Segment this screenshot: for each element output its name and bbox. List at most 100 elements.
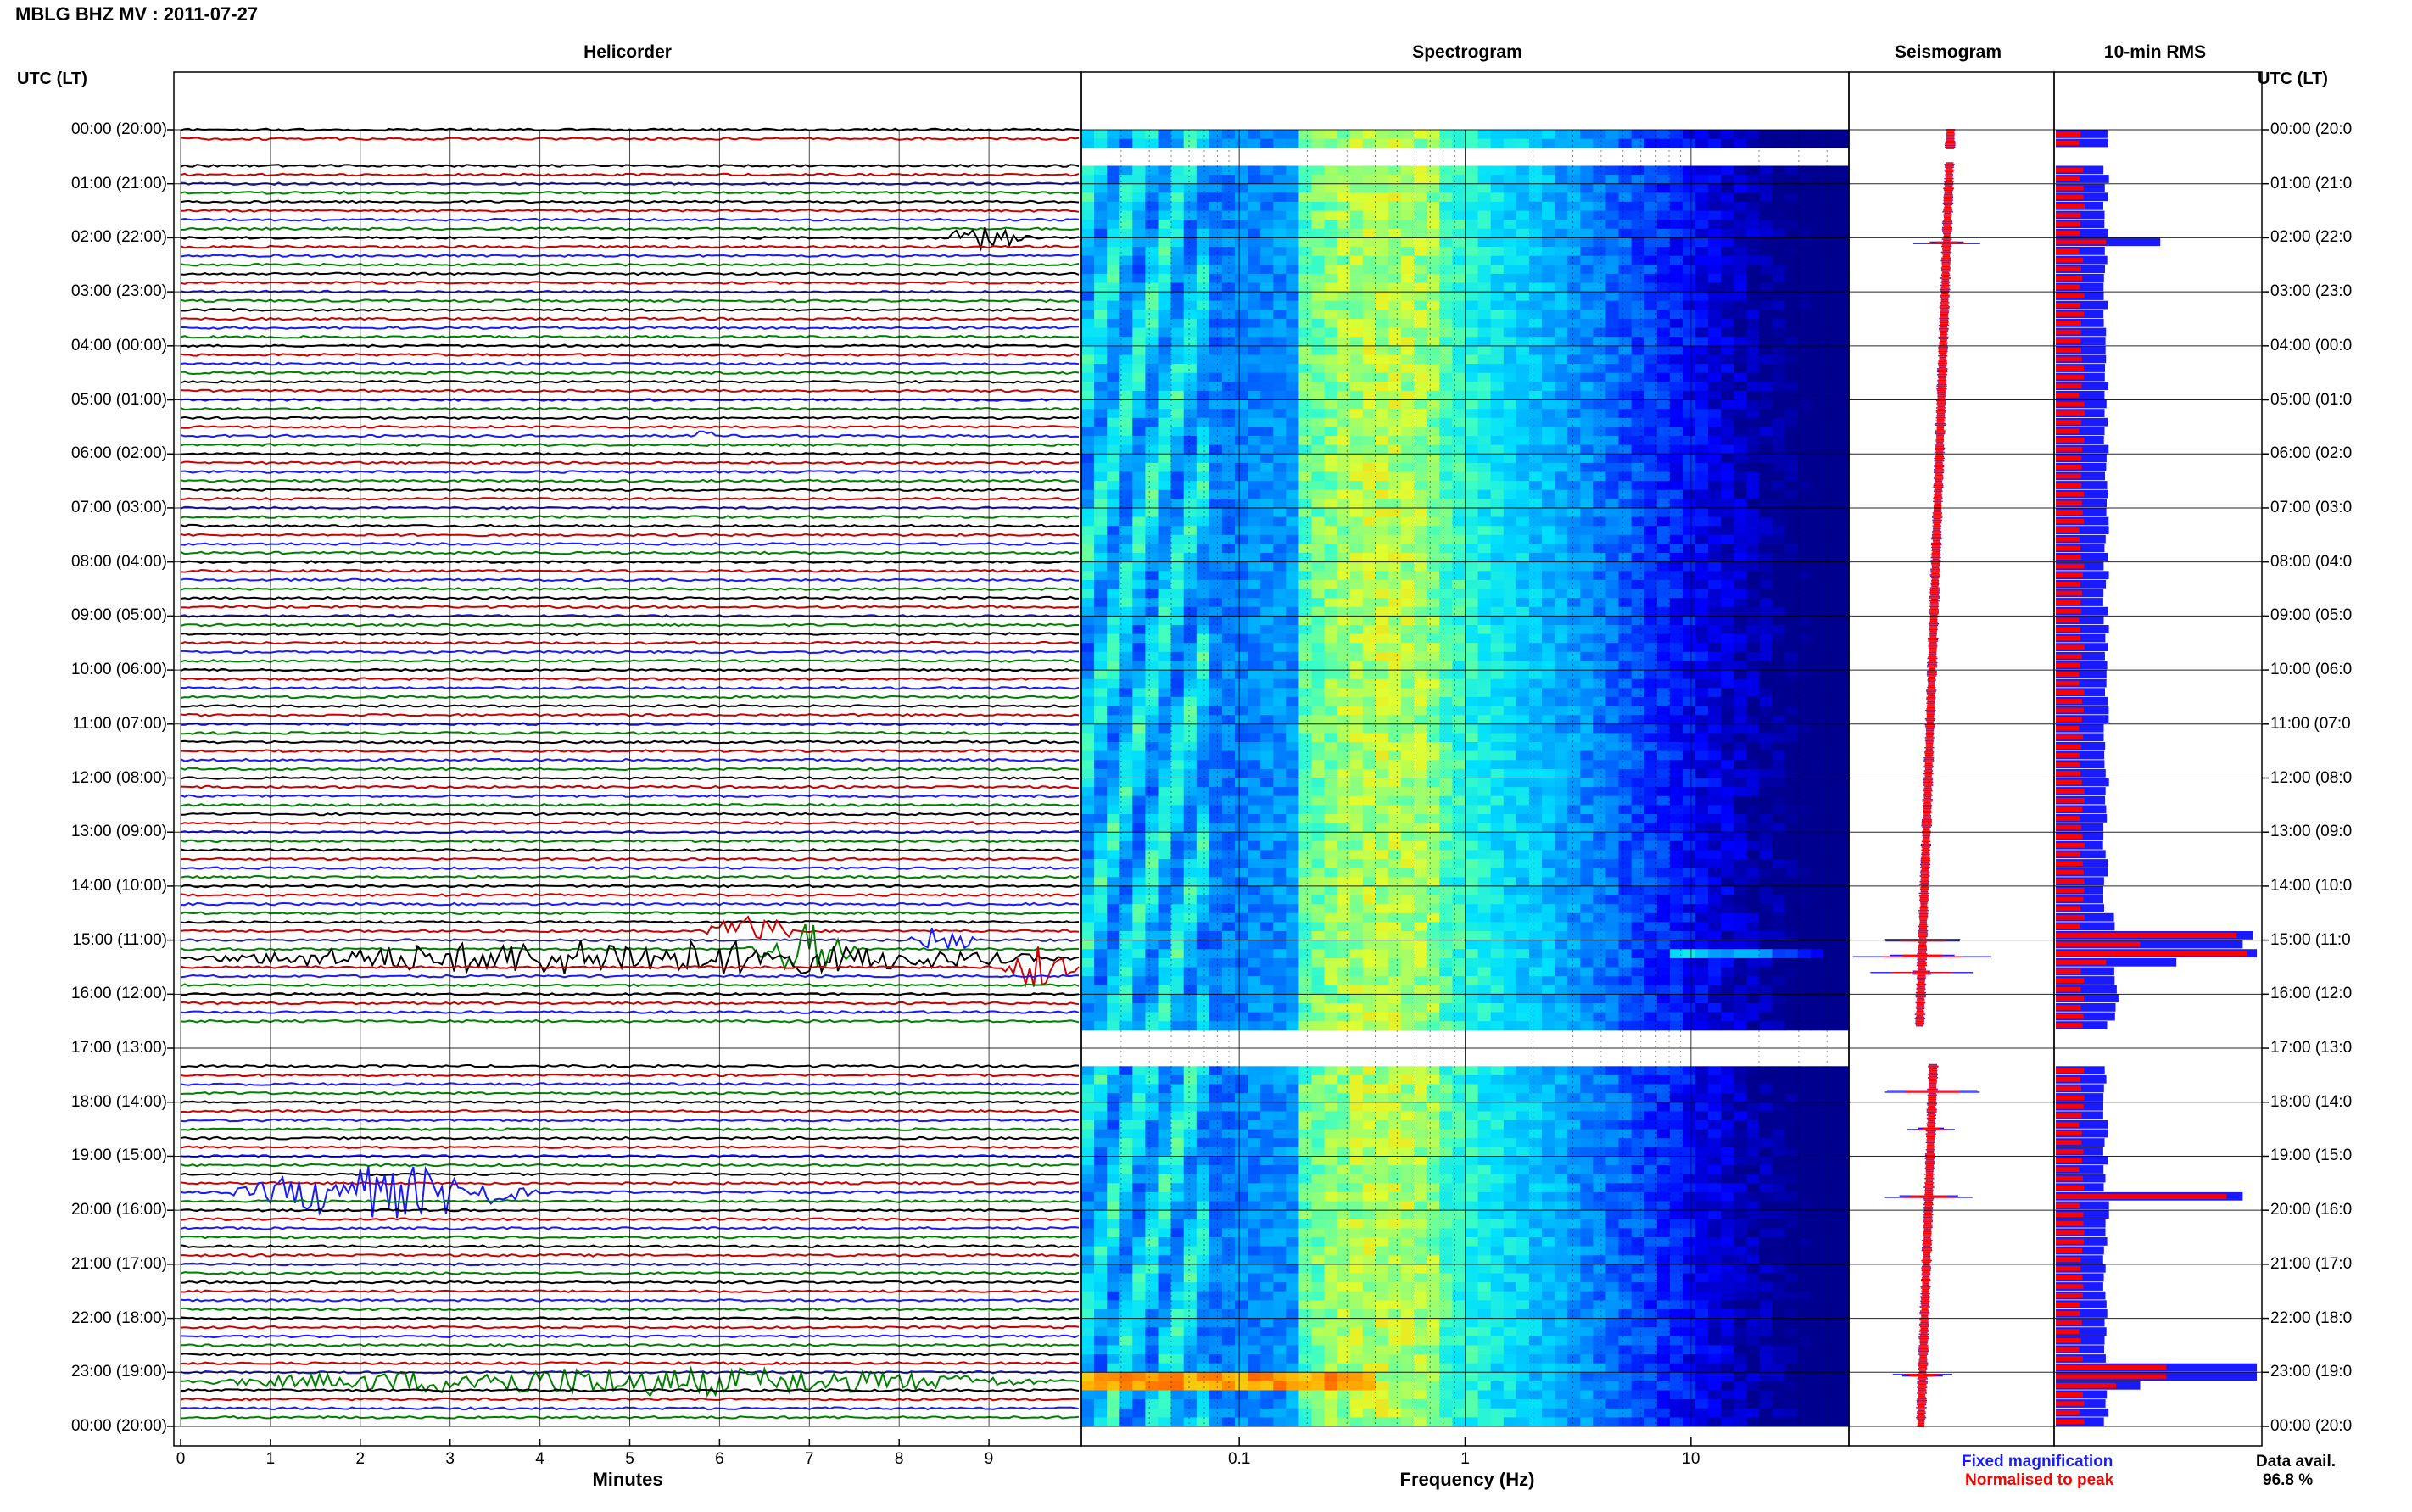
spectrogram-cell — [1119, 354, 1133, 365]
spectrogram-cell — [1605, 795, 1620, 806]
spectrogram-cell — [1260, 805, 1274, 815]
spectrogram-cell — [1528, 255, 1543, 265]
spectrogram-cell — [1375, 354, 1389, 365]
spectrogram-cell — [1759, 247, 1773, 257]
spectrogram-cell — [1631, 192, 1645, 203]
spectrogram-cell — [1119, 417, 1133, 427]
spectrogram-cell — [1427, 372, 1440, 382]
spectrogram-cell — [1772, 345, 1786, 355]
spectrogram-cell — [1375, 138, 1389, 148]
spectrogram-cell — [1477, 345, 1492, 355]
spectrogram-cell — [1170, 282, 1185, 293]
spectrogram-cell — [1490, 399, 1505, 410]
spectrogram-cell — [1490, 723, 1505, 734]
spectrogram-cell — [1708, 499, 1722, 509]
spectrogram-cell — [1324, 372, 1338, 382]
spectrogram-cell — [1452, 417, 1466, 427]
spectrogram-cell — [1388, 742, 1402, 752]
spectrogram-cell — [1452, 715, 1466, 725]
spectrogram-cell — [1273, 850, 1287, 860]
spectrogram-cell — [1503, 544, 1517, 554]
spectrogram-cell — [1183, 247, 1198, 257]
spectrogram-cell — [1810, 814, 1824, 824]
spectrogram-cell — [1235, 436, 1248, 446]
spectrogram-cell — [1503, 553, 1517, 563]
spectrogram-cell — [1362, 850, 1376, 860]
spectrogram-cell — [1656, 130, 1671, 140]
spectrogram-cell — [1656, 454, 1671, 464]
spectrogram-cell — [1235, 508, 1248, 518]
spectrogram-cell — [1593, 742, 1606, 752]
spectrogram-cell — [1759, 228, 1773, 238]
spectrogram-cell — [1823, 760, 1837, 770]
spectrogram-cell — [1618, 606, 1633, 617]
spectrogram-cell — [1260, 454, 1274, 464]
spectrogram-cell — [1503, 814, 1517, 824]
spectrogram-cell — [1388, 633, 1402, 644]
spectrogram-cell — [1145, 598, 1159, 608]
spectrogram-cell — [1465, 481, 1479, 491]
spectrogram-cell — [1759, 192, 1773, 203]
spectrogram-cell — [1580, 454, 1594, 464]
spectrogram-cell — [1452, 750, 1466, 761]
spectrogram-cell — [1708, 390, 1722, 400]
spectrogram-cell — [1823, 300, 1837, 310]
spectrogram-cell — [1286, 471, 1299, 482]
spectrogram-cell — [1388, 516, 1402, 527]
spectrogram-cell — [1414, 678, 1427, 689]
spectrogram-cell — [1695, 382, 1709, 392]
spectrogram-cell — [1835, 220, 1850, 230]
spectrogram-cell — [1132, 534, 1146, 544]
spectrogram-cell — [1516, 319, 1530, 329]
spectrogram-cell — [1183, 471, 1198, 482]
spectrogram-cell — [1516, 192, 1530, 203]
spectrogram-cell — [1235, 471, 1248, 482]
spectrogram-cell — [1810, 768, 1824, 778]
spectrogram-cell — [1784, 661, 1799, 671]
spectrogram-cell — [1235, 877, 1248, 887]
spectrogram-cell — [1324, 382, 1338, 392]
spectrogram-cell — [1183, 579, 1198, 589]
spectrogram-cell — [1593, 427, 1606, 437]
spectrogram-cell — [1427, 282, 1440, 293]
spectrogram-cell — [1196, 885, 1210, 895]
spectrogram-cell — [1324, 138, 1338, 148]
spectrogram-cell — [1362, 273, 1376, 283]
spectrogram-cell — [1721, 850, 1734, 860]
spectrogram-cell — [1375, 589, 1389, 599]
spectrogram-cell — [1631, 670, 1645, 680]
spectrogram-cell — [1605, 760, 1620, 770]
spectrogram-cell — [1605, 165, 1620, 176]
spectrogram-cell — [1772, 778, 1786, 788]
spectrogram-cell — [1452, 688, 1466, 698]
spectrogram-cell — [1708, 444, 1722, 455]
spectrogram-cell — [1644, 327, 1658, 338]
spectrogram-cell — [1656, 273, 1671, 283]
spectrogram-cell — [1221, 489, 1236, 499]
spectrogram-cell — [1221, 337, 1236, 347]
spectrogram-cell — [1209, 265, 1223, 275]
spectrogram-cell — [1465, 850, 1479, 860]
spectrogram-cell — [1158, 489, 1172, 499]
spectrogram-cell — [1823, 220, 1837, 230]
spectrogram-cell — [1132, 471, 1146, 482]
spectrogram-cell — [1593, 382, 1606, 392]
spectrogram-cell — [1183, 310, 1198, 320]
spectrogram-cell — [1695, 778, 1709, 788]
spectrogram-cell — [1132, 165, 1146, 176]
spectrogram-cell — [1734, 778, 1747, 788]
spectrogram-cell — [1401, 489, 1415, 499]
spectrogram-cell — [1273, 319, 1287, 329]
spectrogram-cell — [1221, 292, 1236, 302]
spectrogram-cell — [1682, 436, 1696, 446]
spectrogram-cell — [1286, 742, 1299, 752]
spectrogram-cell — [1823, 390, 1837, 400]
spectrogram-cell — [1209, 678, 1223, 689]
spectrogram-cell — [1605, 633, 1620, 644]
spectrogram-cell — [1094, 723, 1108, 734]
spectrogram-cell — [1375, 553, 1389, 563]
spectrogram-cell — [1759, 859, 1773, 869]
spectrogram-cell — [1248, 661, 1261, 671]
spectrogram-cell — [1183, 625, 1198, 635]
spectrogram-cell — [1631, 282, 1645, 293]
